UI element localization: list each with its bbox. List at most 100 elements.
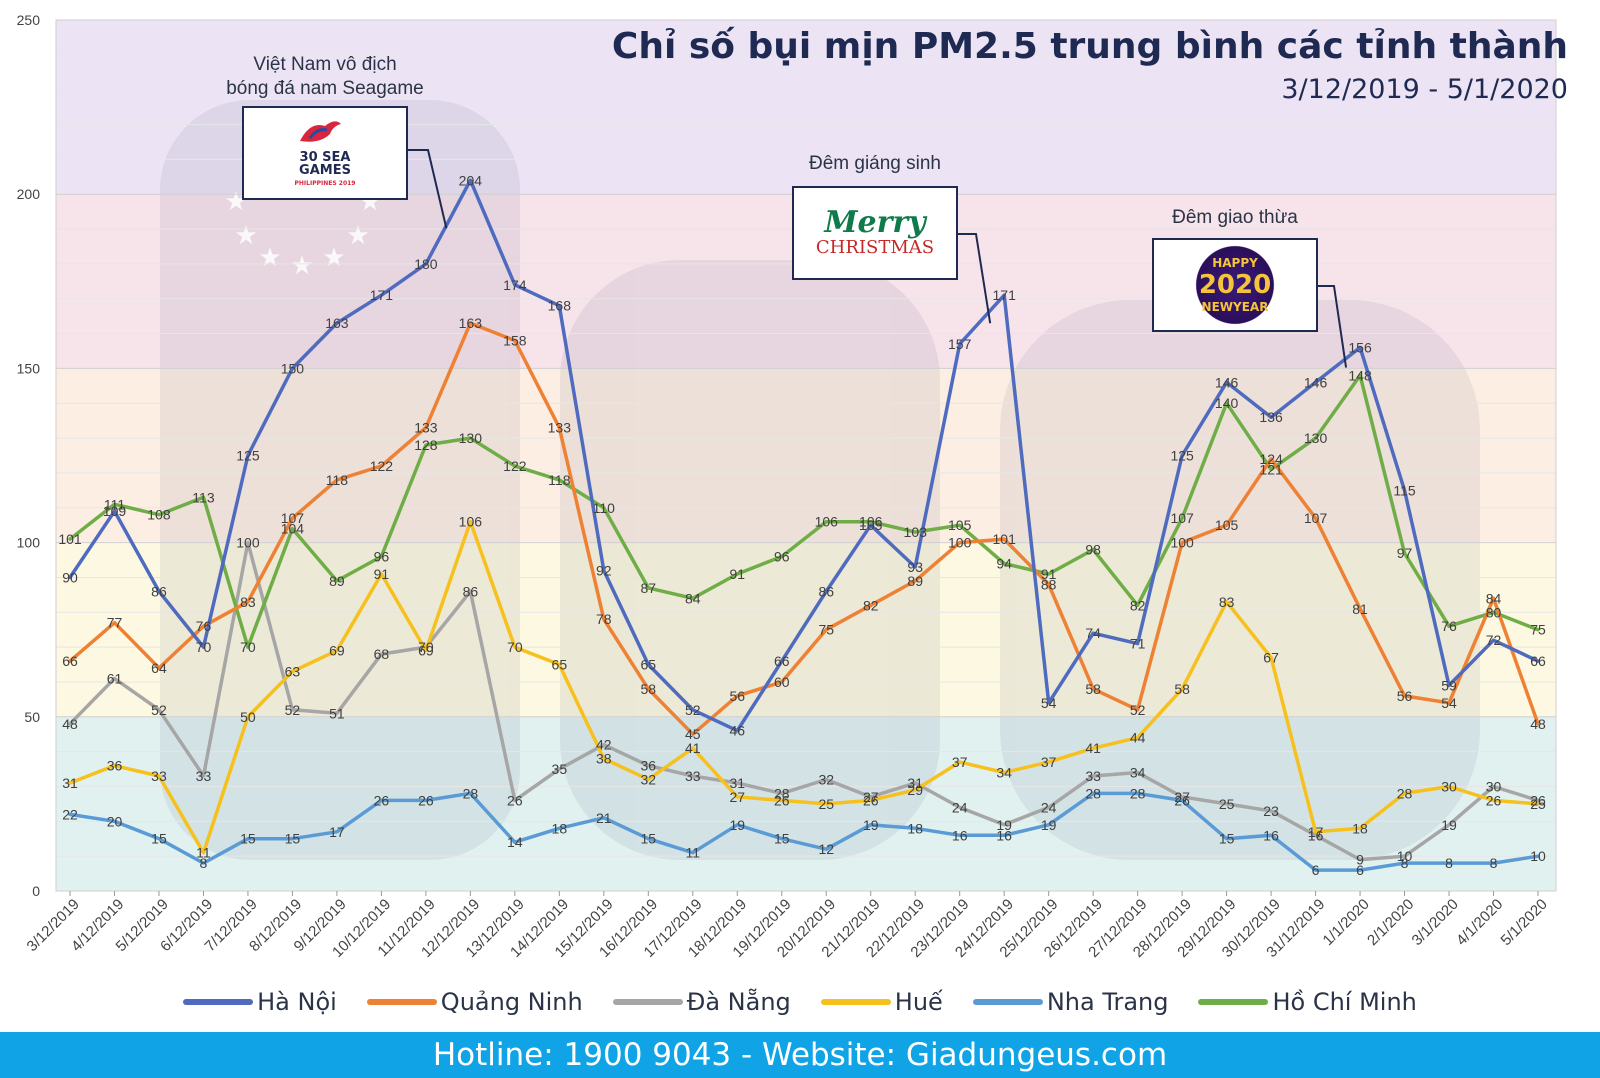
data-label: 65	[552, 657, 568, 673]
data-label: 204	[459, 172, 483, 188]
data-label: 54	[1441, 695, 1457, 711]
data-label: 86	[818, 583, 834, 599]
data-label: 91	[1041, 566, 1057, 582]
data-label: 6	[1312, 862, 1320, 878]
legend-label: Nha Trang	[1046, 988, 1169, 1016]
series-line	[68, 373, 1540, 649]
data-label: 158	[503, 333, 527, 349]
data-label: 38	[596, 751, 612, 767]
xmas-logo-christmas: CHRISTMAS	[815, 236, 935, 258]
data-label: 58	[641, 681, 657, 697]
data-label: 86	[151, 583, 167, 599]
y-tick-label: 50	[24, 709, 40, 725]
data-label: 68	[374, 646, 390, 662]
data-label: 15	[151, 831, 167, 847]
legend-item: Quảng Ninh	[366, 988, 583, 1016]
star-icon: ★	[322, 243, 345, 273]
data-label: 48	[1530, 716, 1546, 732]
data-label: 97	[1397, 545, 1413, 561]
legend-item: Nha Trang	[972, 988, 1169, 1016]
data-label: 27	[729, 789, 745, 805]
data-label: 110	[593, 500, 616, 516]
plot-frame	[55, 19, 1557, 892]
data-label: 128	[414, 437, 438, 453]
data-labels: 9010986701251501631711802041741689265524…	[58, 172, 1546, 878]
data-label: 41	[685, 740, 701, 756]
data-label: 8	[1401, 855, 1409, 871]
data-label: 15	[641, 831, 657, 847]
legend-label: Quảng Ninh	[440, 988, 583, 1016]
data-label: 93	[907, 559, 923, 575]
annotation-newyear-label: Đêm giao thừa	[1172, 207, 1298, 228]
data-label: 36	[641, 758, 657, 774]
data-label: 19	[729, 817, 745, 833]
data-label: 16	[996, 827, 1012, 843]
background-band-2	[56, 368, 1556, 543]
data-label: 83	[1219, 594, 1235, 610]
data-label: 75	[1530, 622, 1546, 638]
data-label: 76	[1441, 618, 1457, 634]
data-label: 150	[281, 360, 305, 376]
data-label: 113	[192, 489, 215, 505]
data-label: 25	[818, 796, 834, 812]
data-label: 100	[236, 535, 260, 551]
data-label: 84	[685, 590, 701, 606]
annotation-newyear-box: HAPPY 2020 NEWYEAR	[1152, 238, 1318, 332]
x-tick-label: 2/1/2020	[1364, 896, 1417, 949]
newyear-logo: HAPPY 2020 NEWYEAR	[1160, 244, 1310, 326]
series-line	[68, 178, 1540, 733]
data-label: 14	[507, 834, 523, 850]
data-label: 70	[418, 639, 434, 655]
annotation-connectors	[408, 149, 1348, 368]
data-label: 17	[329, 824, 345, 840]
data-label: 26	[1530, 792, 1546, 808]
data-label: 31	[907, 775, 923, 791]
seagame-logo: 30 SEA GAMES PHILIPPINES 2019	[295, 116, 355, 190]
x-tick-label: 1/1/2020	[1320, 896, 1373, 949]
data-label: 90	[62, 569, 78, 585]
data-label: 74	[1085, 625, 1101, 641]
data-label: 86	[463, 583, 479, 599]
annotation-seagame-box: 30 SEA GAMES PHILIPPINES 2019	[242, 106, 408, 200]
data-label: 64	[151, 660, 167, 676]
data-label: 66	[774, 653, 790, 669]
data-label: 106	[859, 514, 883, 530]
data-label: 16	[952, 827, 968, 843]
data-label: 33	[1085, 768, 1101, 784]
annotation-xmas-box: Merry CHRISTMAS	[792, 186, 958, 280]
data-label: 18	[907, 820, 923, 836]
data-label: 26	[507, 792, 523, 808]
data-label: 71	[1130, 636, 1146, 652]
data-label: 69	[418, 643, 434, 659]
data-label: 46	[729, 723, 745, 739]
data-label: 26	[774, 792, 790, 808]
data-label: 148	[1348, 367, 1372, 383]
y-tick-label: 100	[17, 535, 41, 551]
legend-label: Huế	[894, 988, 943, 1016]
data-label: 130	[1304, 430, 1328, 446]
data-label: 92	[596, 562, 612, 578]
data-label: 28	[1085, 785, 1101, 801]
annotation-seagame-label: Việt Nam vô địch bóng đá nam Seagame	[210, 53, 440, 101]
data-label: 52	[1130, 702, 1146, 718]
data-label: 84	[1486, 590, 1502, 606]
data-label: 96	[374, 549, 390, 565]
data-label: 146	[1304, 374, 1328, 390]
legend-swatch	[820, 999, 891, 1005]
data-label: 125	[236, 448, 260, 464]
data-label: 51	[329, 705, 345, 721]
data-label: 63	[285, 664, 301, 680]
data-label: 9	[1356, 852, 1364, 868]
chart-title: Chỉ số bụi mịn PM2.5 trung bình các tỉnh…	[611, 26, 1568, 67]
data-label: 100	[948, 535, 972, 551]
data-label: 52	[151, 702, 167, 718]
data-label: 91	[729, 566, 745, 582]
data-label: 121	[1259, 461, 1283, 477]
data-label: 32	[641, 772, 657, 788]
data-label: 15	[1219, 831, 1235, 847]
data-label: 11	[196, 845, 211, 861]
data-label: 27	[863, 789, 879, 805]
data-label: 58	[1085, 681, 1101, 697]
gridlines	[55, 19, 1557, 892]
data-label: 12	[818, 841, 834, 857]
